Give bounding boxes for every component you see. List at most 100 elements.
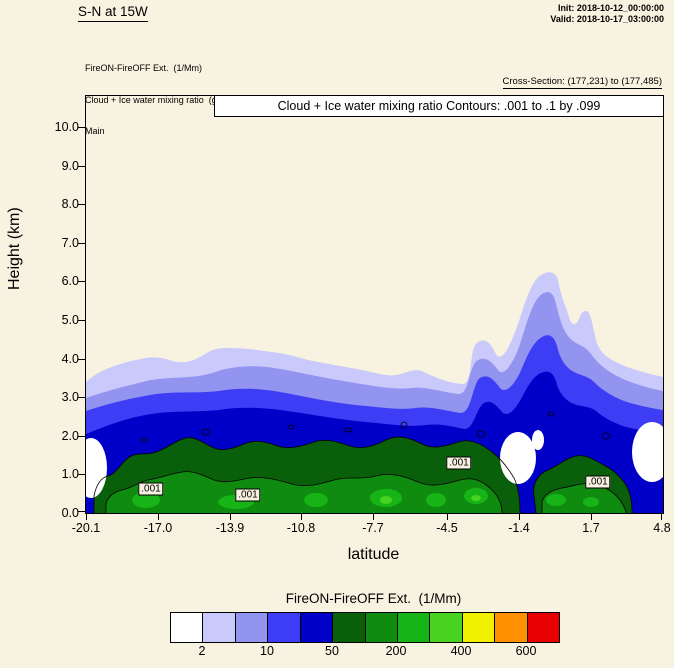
x-tick-label: -10.8	[286, 521, 316, 535]
contour-loop	[547, 411, 555, 417]
y-tick-label: 2.0	[61, 429, 79, 443]
contour-loop	[287, 424, 295, 430]
y-tick-label: 1.0	[61, 467, 79, 481]
contour-value-label: .001	[446, 456, 472, 470]
y-tick-mark	[78, 320, 86, 321]
y-tick-mark	[78, 166, 86, 167]
x-tick-label: -17.0	[143, 521, 173, 535]
colorbar-cell	[203, 613, 236, 642]
contour-line	[93, 436, 521, 513]
x-tick-label: 1.7	[582, 521, 600, 535]
fill-level-7-spot	[132, 492, 160, 508]
plot-area: .001 .001 .001 .001 Cloud + Ice water mi…	[55, 95, 671, 535]
fill-level-7-spot	[583, 497, 599, 507]
y-tick-label: 3.0	[61, 390, 79, 404]
colorbar-cell	[333, 613, 366, 642]
colorbar-cell	[495, 613, 528, 642]
figure-title: S-N at 15W	[78, 4, 148, 22]
contour-line	[533, 455, 633, 513]
x-tick-mark	[230, 513, 231, 520]
x-tick-mark	[301, 513, 302, 520]
fill-level-7-spot	[304, 493, 328, 507]
fill-level-6-blob-2	[542, 483, 626, 513]
x-tick-label: -7.7	[362, 521, 384, 535]
contour-value-label: .001	[138, 482, 164, 496]
fill-level-7-spot	[426, 493, 446, 507]
colorbar-cell	[527, 613, 560, 642]
contour-value-label: .001	[585, 475, 611, 489]
colorbar-tick-label: 2	[198, 644, 206, 658]
x-tick-mark	[591, 513, 592, 520]
x-tick-mark	[447, 513, 448, 520]
y-tick-mark	[78, 511, 86, 512]
y-tick-label: 9.0	[61, 159, 79, 173]
contour-loop	[343, 427, 353, 433]
y-tick-label: 4.0	[61, 352, 79, 366]
y-tick-mark	[78, 436, 86, 437]
x-tick-label: -20.1	[71, 521, 101, 535]
y-tick-label: 0.0	[61, 506, 79, 520]
plot-title-box: Cloud + Ice water mixing ratio Contours:…	[214, 96, 663, 117]
colorbar-title: FireON-FireOFF Ext. (1/Mm)	[285, 591, 462, 606]
y-tick-label: 10.0	[54, 120, 79, 134]
colorbar-tick-label: 400	[450, 644, 472, 658]
x-tick-label: -1.4	[508, 521, 530, 535]
x-tick-label: -4.5	[436, 521, 458, 535]
colorbar-cell	[462, 613, 496, 642]
field-line-1: FireON-FireOFF Ext. (1/Mm)	[85, 63, 202, 73]
colorbar-tick-label: 50	[325, 644, 339, 658]
fill-level-6-blob-1	[106, 471, 502, 513]
y-tick-mark	[78, 397, 86, 398]
colorbar-cell	[300, 613, 334, 642]
x-tick-label: -13.9	[215, 521, 245, 535]
clear-patch	[532, 430, 544, 450]
x-tick-mark	[86, 513, 87, 520]
colorbar-cell	[397, 613, 431, 642]
contour-loop	[140, 437, 148, 443]
y-tick-label: 8.0	[61, 197, 79, 211]
x-tick-mark	[158, 513, 159, 520]
fill-level-8-spot	[471, 495, 481, 501]
contour-field	[86, 272, 663, 513]
contour-line	[105, 471, 503, 513]
y-tick-label: 5.0	[61, 313, 79, 327]
y-tick-mark	[78, 281, 86, 282]
colorbar-cell	[430, 613, 463, 642]
fill-level-8-spot	[380, 496, 392, 504]
contour-loop	[400, 421, 408, 429]
colorbar	[170, 612, 560, 643]
cross-section-label: Cross-Section: (177,231) to (177,485)	[502, 76, 662, 89]
clear-patch	[632, 422, 663, 482]
colorbar-tick-label: 10	[260, 644, 274, 658]
contour-value-label: .001	[235, 488, 261, 502]
x-axis-title: latitude	[347, 546, 400, 563]
colorbar-tick-label: 600	[515, 644, 537, 658]
y-tick-mark	[78, 474, 86, 475]
contour-loop	[601, 432, 611, 440]
y-tick-mark	[78, 204, 86, 205]
colorbar-cell	[171, 613, 204, 642]
colorbar-cell	[365, 613, 398, 642]
contour-loop	[201, 428, 211, 436]
colorbar-tick-label: 200	[385, 644, 407, 658]
fill-level-7-spot	[546, 494, 566, 506]
valid-time: Valid: 2018-10-17_03:00:00	[550, 14, 664, 24]
model-times: Init: 2018-10-12_00:00:00 Valid: 2018-10…	[550, 3, 664, 25]
x-tick-mark	[661, 513, 662, 520]
clear-patch	[86, 438, 107, 498]
init-time: Init: 2018-10-12_00:00:00	[557, 3, 664, 13]
contour-loop	[476, 430, 486, 438]
y-tick-mark	[78, 127, 86, 128]
colorbar-cell	[268, 613, 301, 642]
y-tick-mark	[78, 243, 86, 244]
x-tick-label: 4.8	[653, 521, 671, 535]
colorbar-cell	[235, 613, 269, 642]
y-axis-title: Height (km)	[6, 207, 23, 290]
x-tick-mark	[373, 513, 374, 520]
y-tick-label: 6.0	[61, 274, 79, 288]
x-tick-mark	[519, 513, 520, 520]
y-tick-mark	[78, 359, 86, 360]
y-tick-label: 7.0	[61, 236, 79, 250]
field-line-3: Main	[85, 126, 105, 136]
